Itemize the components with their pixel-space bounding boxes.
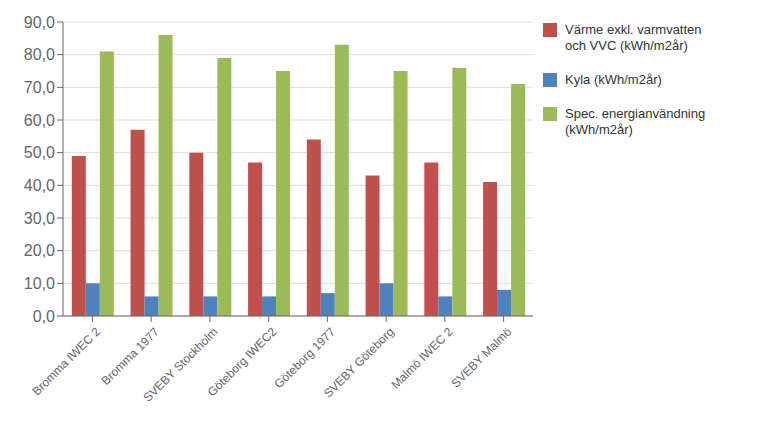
svg-text:20,0: 20,0 bbox=[24, 242, 55, 259]
svg-text:SVEBY Malmö: SVEBY Malmö bbox=[448, 324, 514, 390]
svg-text:30,0: 30,0 bbox=[24, 210, 55, 227]
svg-text:Bromma IWEC 2: Bromma IWEC 2 bbox=[29, 324, 103, 398]
svg-text:40,0: 40,0 bbox=[24, 177, 55, 194]
svg-text:90,0: 90,0 bbox=[24, 14, 55, 31]
svg-text:70,0: 70,0 bbox=[24, 79, 55, 96]
svg-text:Malmö IWEC 2: Malmö IWEC 2 bbox=[389, 324, 456, 391]
html-text:Spec. energianvändning (kWh/m2: Spec. energianvändning (kWh/m2år) bbox=[565, 106, 706, 137]
svg-text:0,0: 0,0 bbox=[33, 308, 55, 325]
svg-text:60,0: 60,0 bbox=[24, 112, 55, 129]
svg-text:SVEBY Stockholm: SVEBY Stockholm bbox=[140, 324, 221, 405]
svg-text:Bromma 1977: Bromma 1977 bbox=[99, 324, 162, 387]
svg-text:10,0: 10,0 bbox=[24, 275, 55, 292]
svg-text:SVEBY Göteborg: SVEBY Göteborg bbox=[321, 325, 397, 401]
svg-text:Göteborg 1977: Göteborg 1977 bbox=[271, 324, 338, 391]
svg-text:Göteborg IWEC2: Göteborg IWEC2 bbox=[205, 324, 280, 399]
svg-text:50,0: 50,0 bbox=[24, 144, 55, 161]
svg-text:80,0: 80,0 bbox=[24, 46, 55, 63]
html-text:Kyla (kWh/m2år): Kyla (kWh/m2år) bbox=[565, 72, 662, 87]
html-text:Värme exkl. varmvatten och VVC: Värme exkl. varmvatten och VVC (kWh/m2år… bbox=[565, 22, 702, 53]
